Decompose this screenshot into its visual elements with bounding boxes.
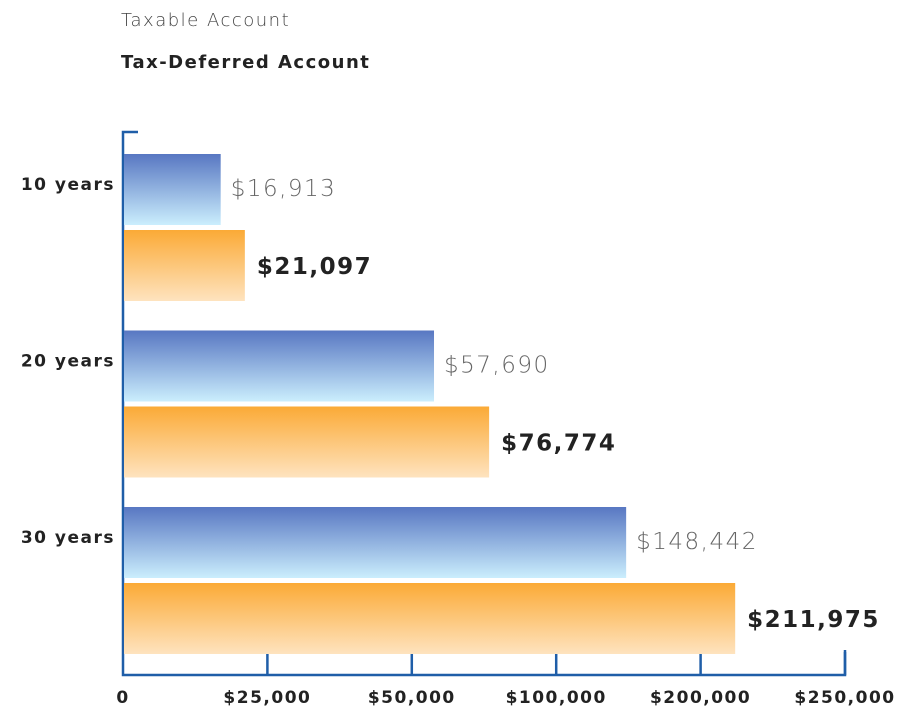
value-label: $57,690 [444, 353, 550, 379]
bar [124, 154, 221, 225]
bar [124, 406, 490, 478]
x-tick-label: $250,000 [794, 688, 895, 708]
value-label: $148,442 [636, 529, 758, 555]
value-label: $21,097 [257, 254, 372, 280]
bar [124, 330, 435, 402]
category-label: 30 years [21, 528, 115, 548]
legend-entry: Taxable Account [121, 10, 290, 31]
bar [124, 583, 736, 654]
value-label: $16,913 [231, 176, 337, 202]
x-tick-label: $25,000 [223, 688, 311, 708]
category-label: 20 years [21, 352, 115, 372]
x-tick-label: 0 [116, 688, 129, 708]
bar [124, 230, 245, 301]
x-tick-label: $200,000 [650, 688, 751, 708]
x-tick-label: $50,000 [368, 688, 456, 708]
value-label: $76,774 [501, 431, 616, 457]
legend-entry: Tax-Deferred Account [121, 52, 370, 73]
value-label: $211,975 [747, 607, 880, 633]
x-tick-label: $100,000 [506, 688, 607, 708]
category-label: 10 years [21, 175, 115, 195]
bar [124, 507, 627, 578]
